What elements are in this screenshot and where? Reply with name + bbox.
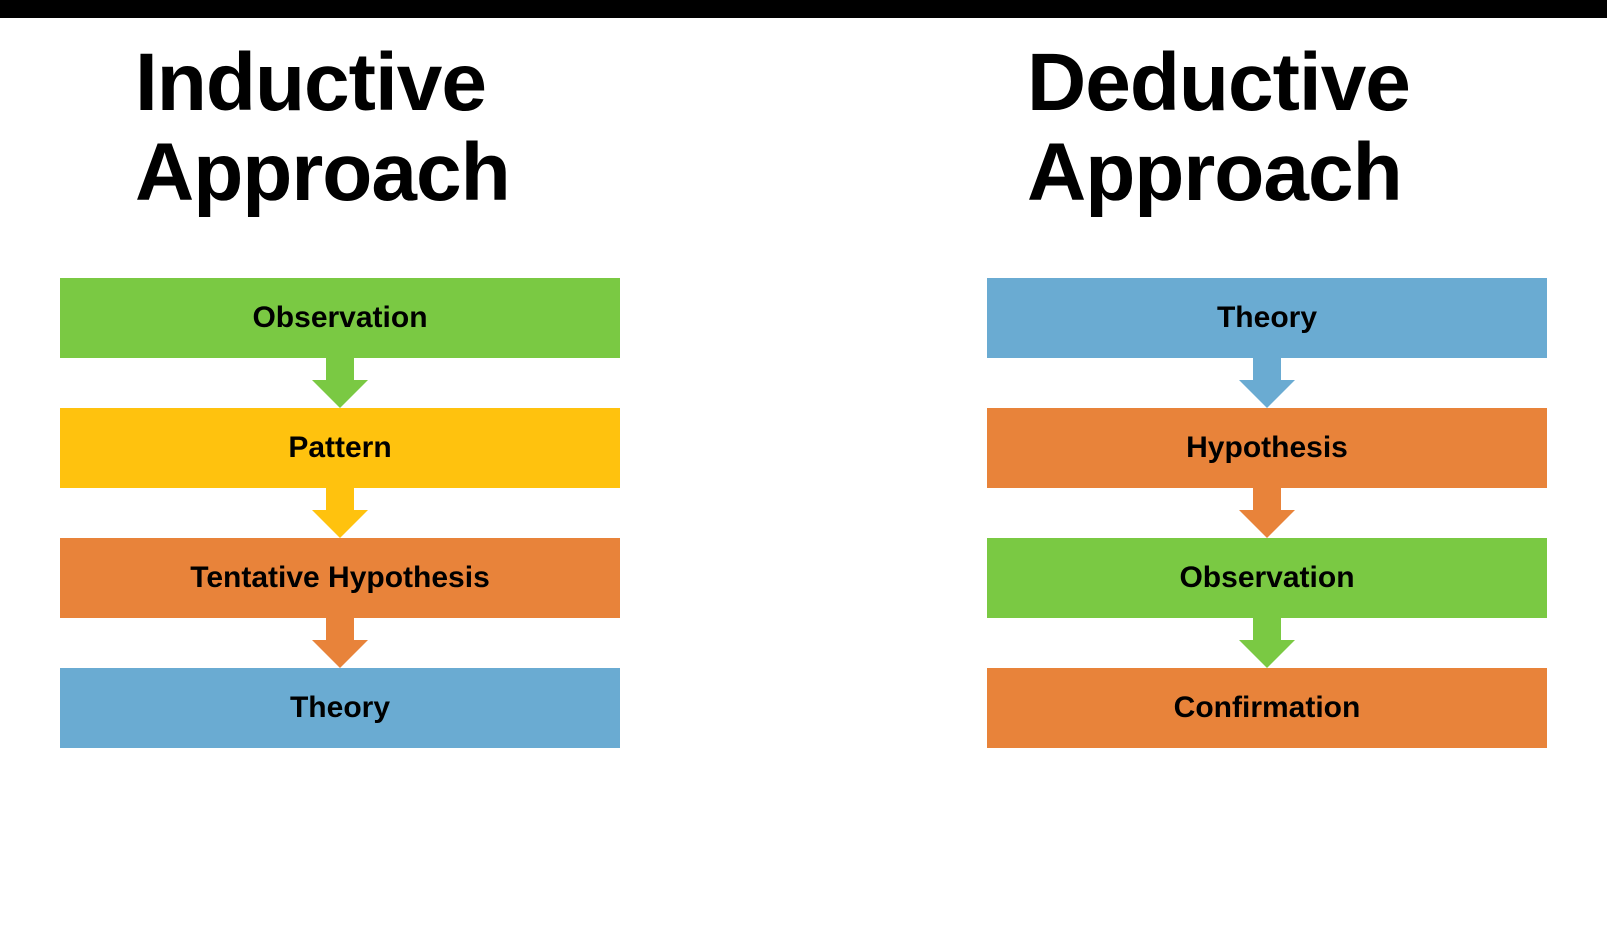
inductive-step-theory: Theory — [60, 668, 620, 748]
step-label: Observation — [1179, 561, 1354, 595]
top-bar — [0, 0, 1607, 18]
arrow-down — [60, 618, 620, 668]
arrow-icon — [1239, 618, 1295, 668]
arrow-icon — [312, 618, 368, 668]
deductive-step-theory: Theory — [987, 278, 1547, 358]
inductive-step-pattern: Pattern — [60, 408, 620, 488]
inductive-title: Inductive Approach — [60, 38, 620, 218]
deductive-step-hypothesis: Hypothesis — [987, 408, 1547, 488]
step-label: Hypothesis — [1186, 431, 1348, 465]
inductive-column: Inductive Approach Observation Pattern T… — [60, 38, 620, 748]
step-label: Confirmation — [1174, 691, 1361, 725]
inductive-step-observation: Observation — [60, 278, 620, 358]
step-label: Theory — [1217, 301, 1317, 335]
deductive-title-line2: Approach — [1027, 128, 1547, 218]
arrow-down — [60, 358, 620, 408]
step-label: Theory — [290, 691, 390, 725]
arrow-icon — [1239, 358, 1295, 408]
arrow-down — [987, 618, 1547, 668]
inductive-step-hypothesis: Tentative Hypothesis — [60, 538, 620, 618]
deductive-title-line1: Deductive — [1027, 38, 1547, 128]
arrow-icon — [312, 358, 368, 408]
step-label: Tentative Hypothesis — [190, 561, 490, 595]
deductive-step-observation: Observation — [987, 538, 1547, 618]
arrow-icon — [1239, 488, 1295, 538]
step-label: Pattern — [288, 431, 391, 465]
arrow-down — [60, 488, 620, 538]
deductive-title: Deductive Approach — [987, 38, 1547, 218]
inductive-title-line1: Inductive — [135, 38, 620, 128]
diagram-container: Inductive Approach Observation Pattern T… — [0, 18, 1607, 788]
deductive-column: Deductive Approach Theory Hypothesis Obs… — [987, 38, 1547, 748]
arrow-down — [987, 488, 1547, 538]
arrow-icon — [312, 488, 368, 538]
step-label: Observation — [252, 301, 427, 335]
arrow-down — [987, 358, 1547, 408]
inductive-title-line2: Approach — [135, 128, 620, 218]
deductive-step-confirmation: Confirmation — [987, 668, 1547, 748]
